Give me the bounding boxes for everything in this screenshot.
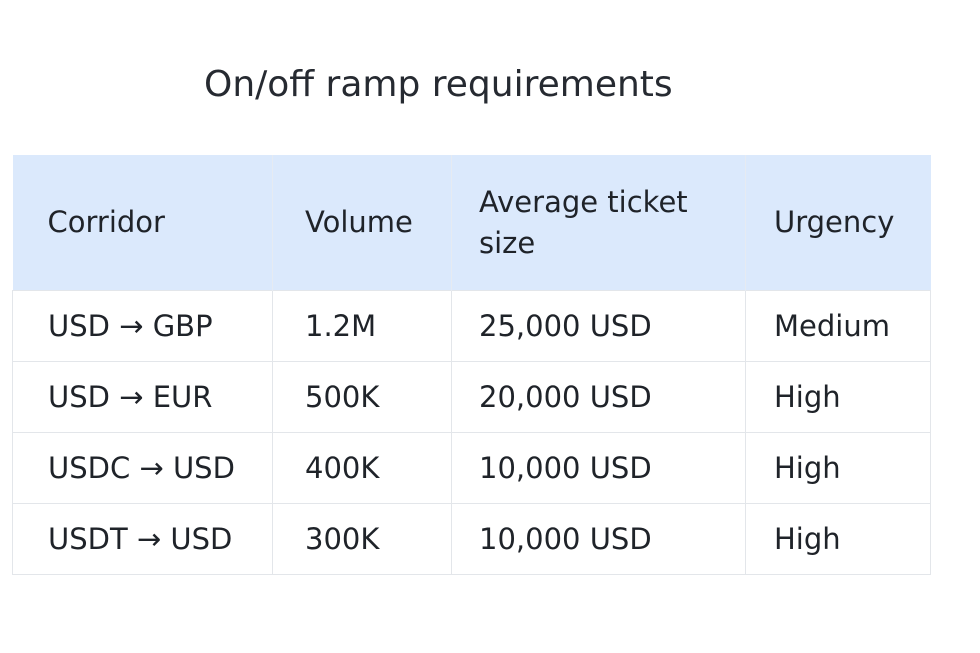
urgency-cell: High (745, 503, 931, 575)
corridor-cell: USD → EUR (12, 361, 273, 433)
table-row: USDC → USD 400K 10,000 USD High (12, 432, 931, 504)
average-ticket-size-cell: 25,000 USD (451, 290, 746, 362)
volume-cell: 300K (272, 503, 452, 575)
volume-cell: 1.2M (272, 290, 452, 362)
volume-cell: 400K (272, 432, 452, 504)
average-ticket-size-cell: 10,000 USD (451, 503, 746, 575)
column-header-label: Average ticket size (479, 185, 688, 260)
volume-cell: 500K (272, 361, 452, 433)
column-header-volume: Volume (272, 155, 452, 291)
corridor-cell: USD → GBP (12, 290, 273, 362)
urgency-cell: Medium (745, 290, 931, 362)
header-row: Corridor Volume Average ticket size Urge… (12, 155, 931, 291)
column-header-label: Volume (305, 205, 413, 240)
corridor-cell: USDC → USD (12, 432, 273, 504)
corridor-cell: USDT → USD (12, 503, 273, 575)
column-header-label: Urgency (774, 205, 895, 240)
table-header: Corridor Volume Average ticket size Urge… (12, 155, 931, 291)
table-body: USD → GBP 1.2M 25,000 USD Medium USD → E… (12, 290, 931, 575)
column-header-average-ticket-size: Average ticket size (451, 155, 746, 291)
ramp-requirements-table: Corridor Volume Average ticket size Urge… (12, 155, 931, 575)
urgency-cell: High (745, 361, 931, 433)
column-header-label: Corridor (47, 205, 165, 240)
table-row: USD → EUR 500K 20,000 USD High (12, 361, 931, 433)
average-ticket-size-cell: 20,000 USD (451, 361, 746, 433)
urgency-cell: High (745, 432, 931, 504)
table-row: USD → GBP 1.2M 25,000 USD Medium (12, 290, 931, 362)
page-title: On/off ramp requirements (204, 64, 673, 105)
table-row: USDT → USD 300K 10,000 USD High (12, 503, 931, 575)
average-ticket-size-cell: 10,000 USD (451, 432, 746, 504)
column-header-corridor: Corridor (12, 155, 273, 291)
column-header-urgency: Urgency (745, 155, 931, 291)
